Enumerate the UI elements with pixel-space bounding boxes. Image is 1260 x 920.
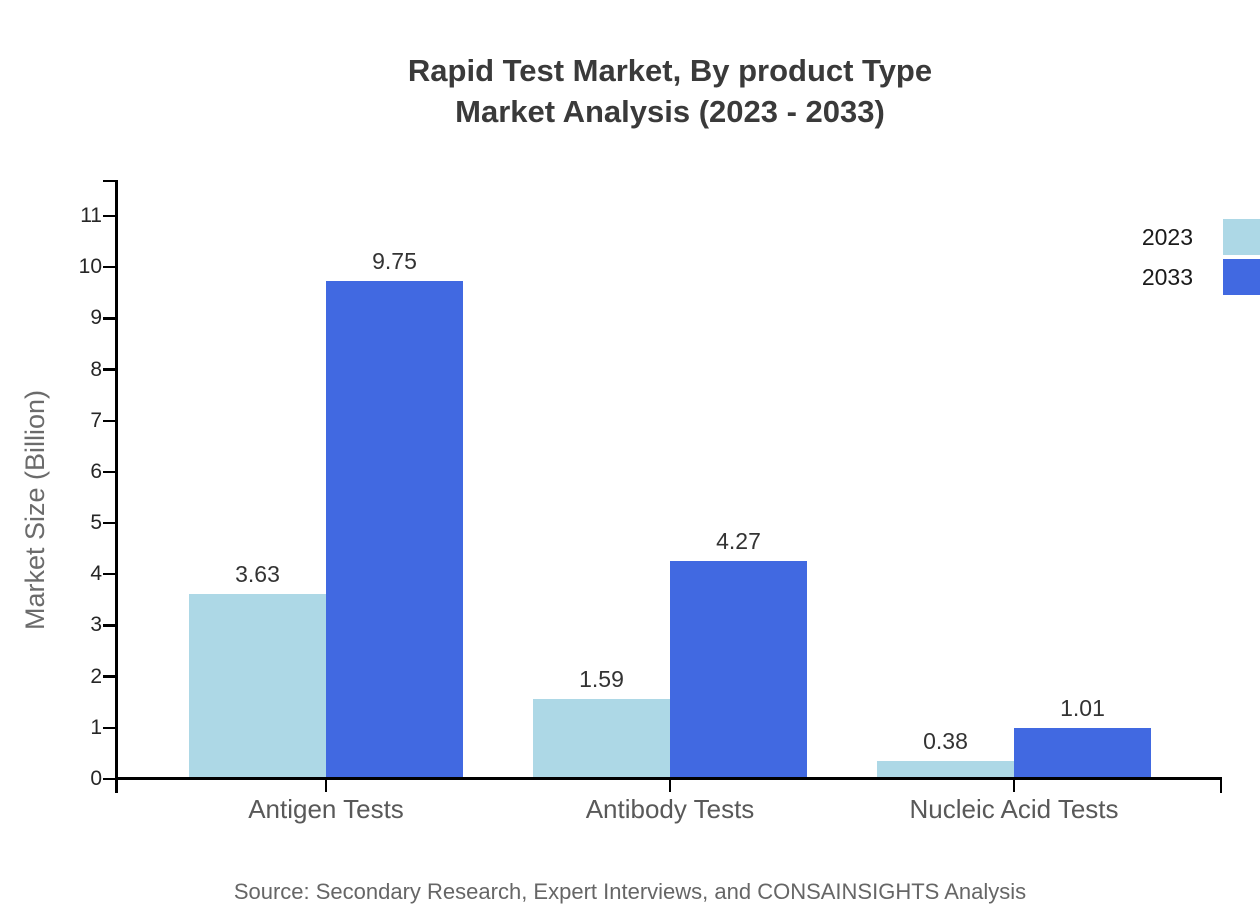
bar-2033-nucleic-acid-tests (1014, 728, 1151, 780)
value-label-2033-antigen-tests: 9.75 (372, 247, 417, 274)
legend-item-2023: 2023 (980, 219, 1260, 255)
legend-swatch-2033 (1223, 259, 1260, 295)
y-tick-label-5: 5 (90, 511, 102, 535)
y-tick-mark-1 (103, 726, 115, 729)
y-tick-mark-8 (103, 368, 115, 371)
legend-label-2023: 2023 (1141, 224, 1193, 250)
y-tick-mark-10 (103, 266, 115, 269)
bar-2023-nucleic-acid-tests (877, 760, 1014, 780)
chart-title-line-1: Rapid Test Market, By product Type (407, 53, 933, 88)
x-category-label-antibody-tests: Antibody Tests (585, 794, 755, 824)
bar-2033-antigen-tests (326, 280, 463, 780)
y-tick-mark-11 (103, 214, 115, 218)
value-label-2023-nucleic-acid-tests: 0.38 (923, 727, 968, 754)
value-label-2033-antibody-tests: 4.27 (716, 528, 761, 555)
value-label-2033-nucleic-acid-tests: 1.01 (1060, 695, 1105, 722)
y-tick-mark-7 (103, 419, 115, 422)
y-tick-mark-6 (103, 470, 115, 474)
y-tick-label-8: 8 (90, 357, 102, 381)
y-tick-label-9: 9 (90, 306, 102, 330)
x-axis-spine (115, 777, 1222, 780)
y-tick-label-2: 2 (90, 664, 102, 688)
y-tick-mark-4 (103, 573, 115, 576)
y-tick-label-7: 7 (90, 408, 102, 432)
y-tick-label-0: 0 (90, 767, 102, 790)
value-label-2023-antigen-tests: 3.63 (235, 561, 280, 588)
bar-2033-antibody-tests (670, 561, 807, 780)
legend-label-2033: 2033 (1141, 264, 1193, 290)
y-tick-label-1: 1 (90, 715, 102, 739)
y-tick-mark-9 (103, 317, 115, 320)
y-tick-mark-3 (103, 624, 115, 627)
y-tick-mark-5 (103, 521, 115, 525)
x-category-label-nucleic-acid-tests: Nucleic Acid Tests (909, 794, 1119, 824)
x-axis-right-cap-tick (1219, 777, 1222, 793)
x-tick-mark-nucleic-acid-tests (1012, 780, 1016, 792)
y-tick-label-10: 10 (78, 255, 102, 279)
x-category-label-antigen-tests: Antigen Tests (248, 794, 404, 824)
y-tick-label-3: 3 (90, 613, 102, 637)
y-axis-spine (115, 180, 118, 793)
x-tick-mark-antigen-tests (324, 780, 328, 792)
y-tick-mark-2 (103, 675, 115, 678)
bar-2023-antibody-tests (533, 698, 670, 780)
bar-2023-antigen-tests (189, 594, 326, 780)
chart-title: Rapid Test Market, By product Type Marke… (118, 50, 1222, 132)
y-tick-label-4: 4 (90, 562, 102, 586)
y-tick-mark-0 (103, 777, 115, 781)
y-tick-label-6: 6 (90, 459, 102, 483)
y-tick-label-11: 11 (80, 204, 102, 228)
legend-swatch-2023 (1223, 219, 1260, 255)
chart-title-line-2: Market Analysis (2023 - 2033) (455, 94, 885, 129)
y-axis-top-cap-tick (103, 180, 115, 183)
legend-item-2033: 2033 (980, 259, 1260, 295)
value-label-2023-antibody-tests: 1.59 (579, 665, 624, 692)
x-tick-mark-antibody-tests (668, 780, 672, 792)
source-text: Source: Secondary Research, Expert Inter… (233, 879, 1027, 904)
